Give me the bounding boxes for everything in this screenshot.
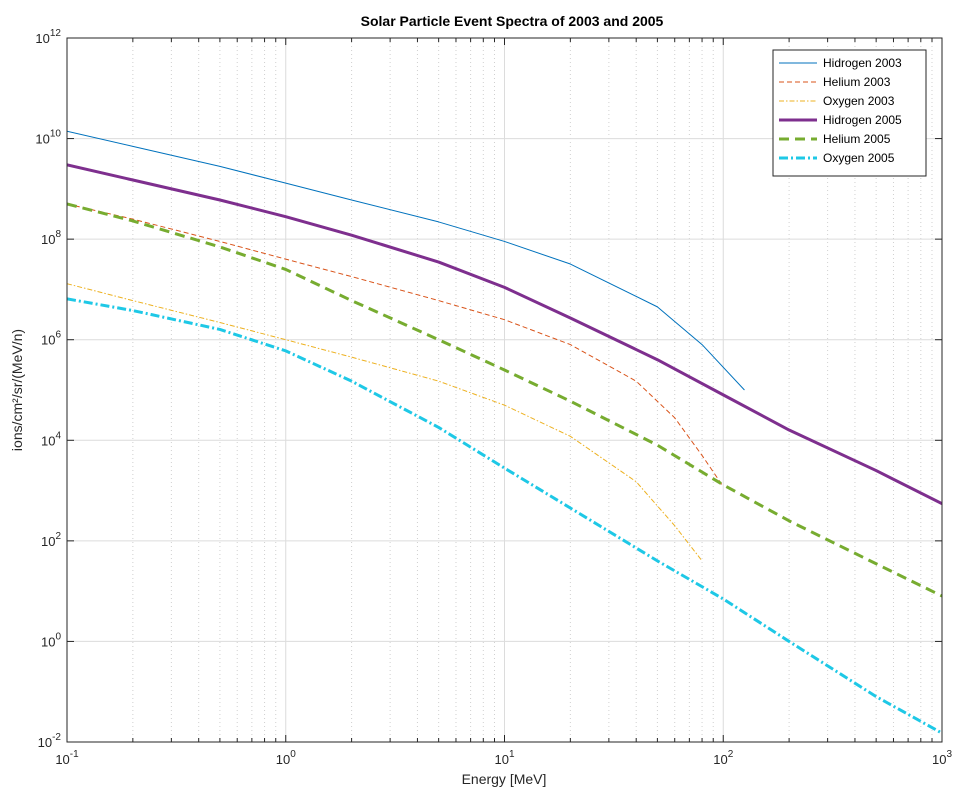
tick-exponent: 12: [50, 28, 62, 39]
y-tick-label: 104: [41, 430, 61, 448]
tick-exponent: 0: [55, 631, 61, 642]
series-line-1: [67, 130, 745, 391]
tick-base: 10: [41, 534, 55, 549]
x-tick-label: 101: [494, 749, 514, 767]
tick-exponent: -2: [52, 732, 61, 743]
tick-base: 10: [35, 132, 49, 147]
tick-exponent: -1: [70, 749, 79, 760]
tick-base: 10: [932, 752, 946, 767]
tick-base: 10: [494, 752, 508, 767]
legend-label: Helium 2003: [823, 75, 891, 89]
tick-exponent: 1: [509, 749, 515, 760]
legend-label: Hidrogen 2003: [823, 56, 902, 70]
series-line-2: [67, 203, 724, 487]
tick-base: 10: [41, 232, 55, 247]
y-tick-label: 100: [41, 631, 61, 649]
y-tick-label: 106: [41, 330, 61, 348]
tick-base: 10: [35, 31, 49, 46]
legend-box: [772, 49, 927, 177]
series-line-4: [67, 163, 942, 505]
y-axis-label: ions/cm²/sr/(MeV/n): [9, 329, 25, 451]
y-tick-label: 10-2: [38, 732, 62, 750]
tick-exponent: 2: [55, 531, 61, 542]
legend-label: Oxygen 2005: [823, 151, 895, 165]
y-tick-label: 102: [41, 531, 61, 549]
y-tick-label: 1012: [35, 28, 61, 46]
y-tick-label: 1010: [35, 129, 61, 147]
x-tick-label: 102: [713, 749, 733, 767]
x-tick-label: 10-1: [55, 749, 79, 767]
tick-exponent: 4: [55, 430, 61, 441]
y-tick-label: 108: [41, 229, 61, 247]
tick-base: 10: [713, 752, 727, 767]
chart-title: Solar Particle Event Spectra of 2003 and…: [361, 13, 664, 29]
tick-exponent: 3: [946, 749, 952, 760]
series-line-5: [67, 202, 942, 598]
legend-label: Hidrogen 2005: [823, 113, 902, 127]
tick-exponent: 8: [55, 229, 61, 240]
tick-exponent: 0: [290, 749, 296, 760]
tick-exponent: 6: [55, 330, 61, 341]
ticks: [66, 37, 942, 743]
tick-base: 10: [55, 752, 69, 767]
series-line-3: [67, 283, 703, 562]
tick-exponent: 2: [728, 749, 734, 760]
x-tick-label: 100: [276, 749, 296, 767]
x-axis-label: Energy [MeV]: [462, 771, 547, 787]
tick-base: 10: [41, 433, 55, 448]
x-tick-label: 103: [932, 749, 952, 767]
tick-base: 10: [41, 634, 55, 649]
legend: Hidrogen 2003 Helium 2003 Oxygen 2003 Hidro…: [772, 49, 927, 177]
series-line-6: [67, 297, 942, 735]
grid: [66, 37, 942, 743]
x-tick-labels: 10-1 100 101 102 103: [55, 749, 952, 767]
legend-label: Helium 2005: [823, 132, 891, 146]
tick-exponent: 10: [50, 129, 62, 140]
legend-label: Oxygen 2003: [823, 94, 895, 108]
tick-base: 10: [41, 333, 55, 348]
tick-base: 10: [276, 752, 290, 767]
tick-base: 10: [38, 735, 52, 750]
series-group: [67, 130, 942, 735]
